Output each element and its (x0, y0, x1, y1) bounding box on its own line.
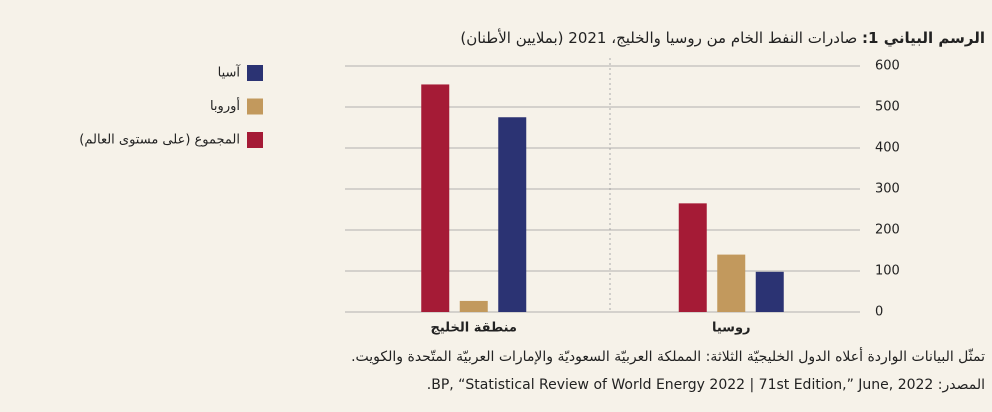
y-tick-label: 100 (875, 264, 900, 279)
bar (421, 84, 450, 312)
bar (755, 271, 784, 312)
bar (678, 203, 707, 312)
legend-label: أوروبا (210, 97, 240, 114)
title-label: الرسم البياني 1: (862, 29, 985, 47)
y-tick-label: 500 (875, 100, 900, 115)
legend-label: المجموع (على مستوى العالم) (79, 133, 240, 148)
title-text: صادرات النفط الخام من روسيا والخليج، 202… (460, 28, 857, 47)
legend-swatch (247, 65, 263, 81)
legend-swatch (247, 132, 263, 148)
y-tick-label: 400 (875, 141, 900, 156)
bar (717, 254, 746, 312)
legend-label: آسيا (218, 64, 242, 81)
y-tick-label: 600 (875, 59, 900, 74)
legend-swatch (247, 98, 263, 115)
bar (498, 117, 527, 312)
x-tick-label: منطقة الخليج (431, 321, 517, 336)
chart-title: الرسم البياني 1: صادرات النفط الخام من ر… (460, 28, 985, 47)
note: تمثّل البيانات الواردة أعلاه الدول الخلي… (351, 347, 985, 365)
y-tick-label: 0 (875, 305, 883, 320)
y-tick-label: 300 (875, 182, 900, 197)
y-tick-label: 200 (875, 223, 900, 238)
bar (459, 300, 488, 312)
note: المصدر: BP, “Statistical Review of World… (427, 377, 985, 393)
x-tick-label: روسيا (712, 321, 751, 336)
